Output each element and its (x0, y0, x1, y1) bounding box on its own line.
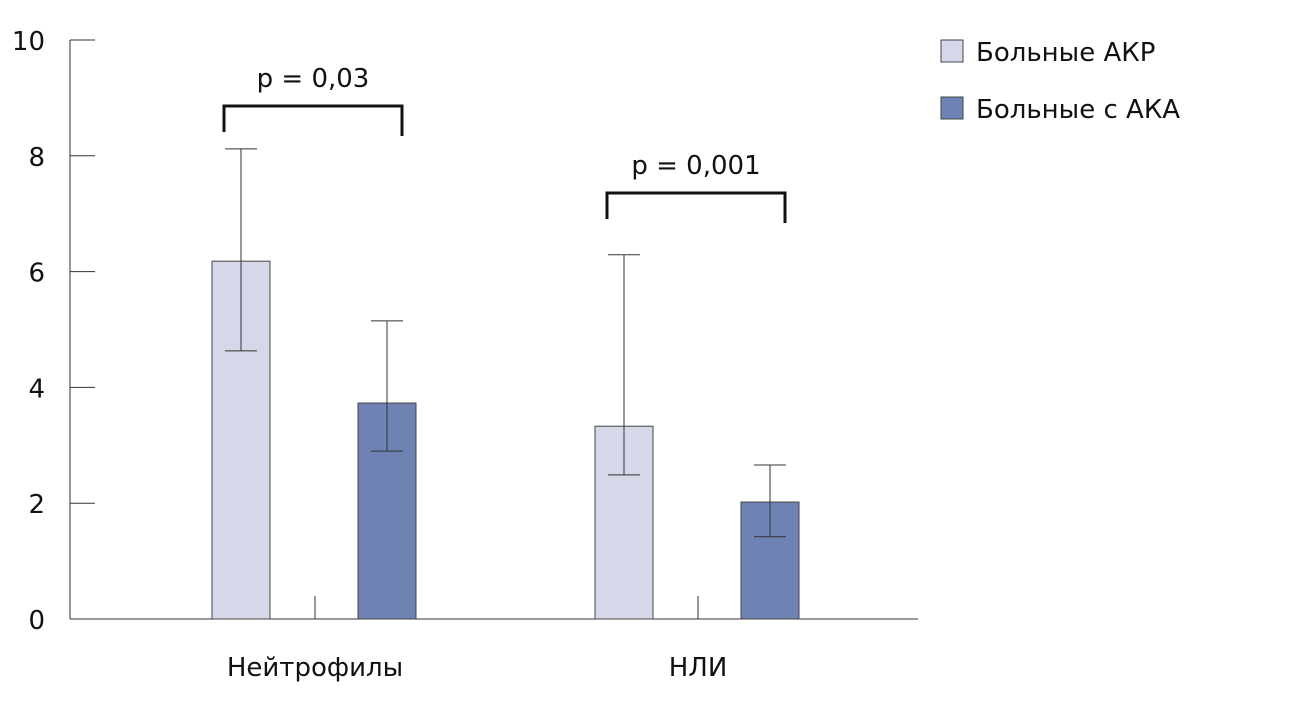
significance-bracket (222, 104, 404, 136)
legend-label: Больные АКР (976, 38, 1155, 68)
legend-label: Больные с АКА (976, 95, 1180, 125)
p-value-label: p = 0,03 (257, 64, 370, 94)
legend-swatch (940, 39, 964, 63)
p-value-label: p = 0,001 (631, 151, 760, 181)
significance-bracket (605, 191, 787, 223)
y-tick-label: 6 (28, 259, 45, 289)
y-tick-label: 0 (28, 606, 45, 636)
y-tick-label: 8 (28, 143, 45, 173)
x-category-label: Нейтрофилы (227, 653, 403, 683)
y-tick-label: 2 (28, 490, 45, 520)
x-category-label: НЛИ (669, 653, 728, 683)
y-tick-label: 4 (28, 374, 45, 404)
legend-swatch (940, 96, 964, 120)
y-tick-label: 10 (12, 27, 45, 57)
bar (594, 425, 654, 620)
